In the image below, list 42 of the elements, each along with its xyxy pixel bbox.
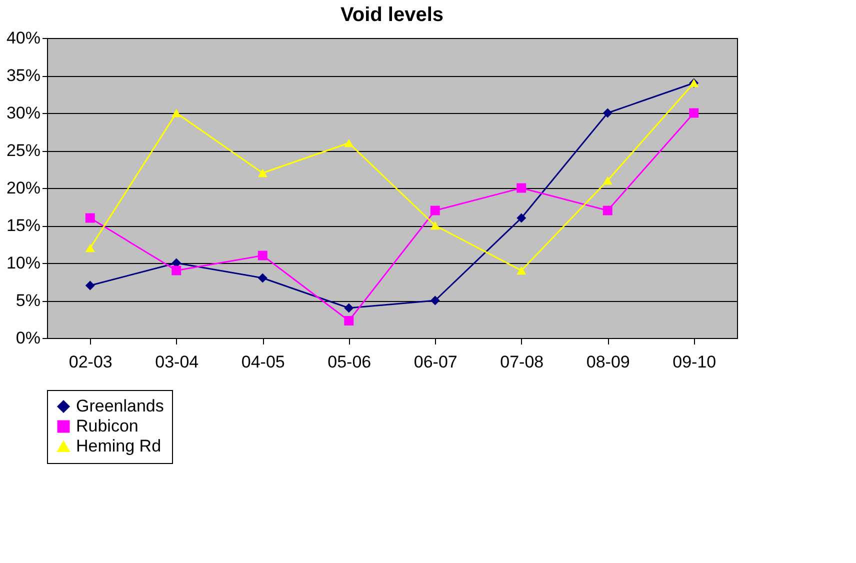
y-tick-label: 25% [6, 141, 40, 160]
point [689, 108, 699, 118]
point [602, 206, 612, 216]
y-tick-label: 35% [6, 66, 40, 85]
point [85, 244, 95, 252]
x-tick-label: 06-07 [414, 352, 458, 372]
point [172, 108, 182, 118]
point [430, 221, 440, 230]
y-tick-label: 10% [6, 254, 40, 272]
y-tick-label: 20% [6, 178, 40, 198]
legend-label: Heming Rd [76, 436, 162, 456]
legend-label: Greenlands [76, 396, 164, 416]
point [430, 296, 440, 306]
point [516, 213, 526, 223]
point [344, 303, 354, 313]
x-tick-label: 08-09 [586, 352, 630, 372]
point [516, 183, 526, 193]
point [602, 108, 612, 118]
y-tick-label: 40% [6, 28, 40, 48]
point [430, 206, 440, 216]
x-tick-label: 07-08 [500, 352, 544, 372]
point [85, 280, 95, 290]
point [258, 273, 268, 283]
point [516, 266, 526, 275]
x-tick-label: 09-10 [672, 352, 716, 372]
y-tick-label: 5% [16, 291, 40, 310]
x-tick-label: 05-06 [328, 352, 372, 372]
point [258, 168, 268, 178]
point [344, 316, 354, 326]
legend-label: Rubicon [76, 416, 138, 436]
x-tick-label: 04-05 [241, 352, 285, 372]
point [172, 266, 182, 276]
point [85, 213, 95, 223]
y-tick-label: 0% [16, 328, 40, 348]
point [344, 138, 354, 148]
point [602, 176, 612, 185]
chart-title: Void levels [340, 4, 444, 26]
x-tick-label: 03-04 [155, 352, 199, 372]
y-tick-label: 30% [6, 104, 40, 122]
x-tick-label: 02-03 [68, 352, 112, 372]
point [258, 250, 268, 260]
y-tick-label: 15% [6, 216, 40, 235]
